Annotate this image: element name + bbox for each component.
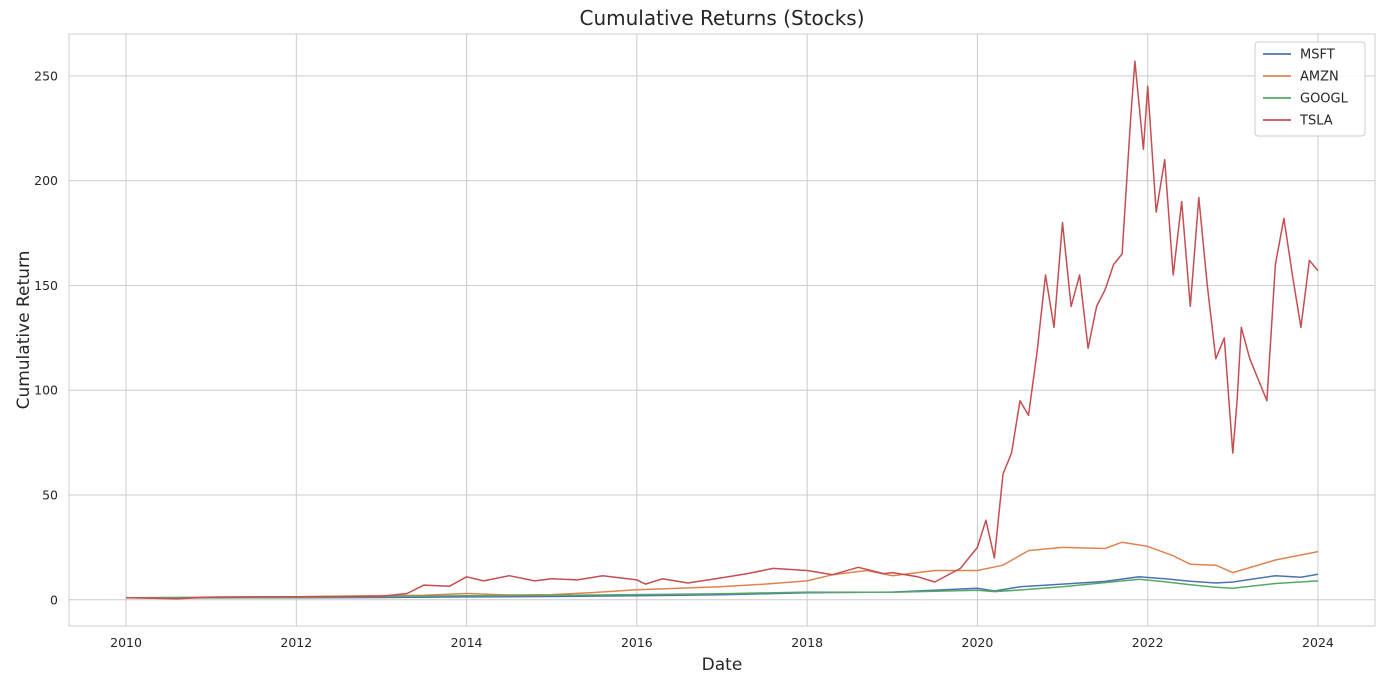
series-line-tsla (125, 60, 1319, 600)
x-tick-label: 2018 (791, 635, 823, 650)
x-tick-label: 2012 (280, 635, 312, 650)
y-tick-label: 200 (34, 173, 58, 188)
x-tick-label: 2020 (962, 635, 994, 650)
y-tick-label: 150 (34, 278, 58, 293)
series-line-amzn (125, 541, 1319, 599)
series-lines (125, 60, 1319, 600)
x-tick-label: 2016 (621, 635, 653, 650)
x-axis-label: Date (702, 655, 743, 675)
legend-label-tsla: TSLA (1299, 114, 1333, 129)
x-tick-label: 2010 (110, 635, 142, 650)
legend-box (1254, 41, 1366, 137)
legend-label-googl: GOOGL (1300, 92, 1349, 107)
plot-frame (68, 33, 1376, 627)
y-tick-label: 100 (34, 383, 58, 398)
y-tick-label: 250 (34, 68, 58, 83)
x-tick-label: 2022 (1132, 635, 1164, 650)
chart-title: Cumulative Returns (Stocks) (579, 6, 864, 30)
legend-label-msft: MSFT (1300, 48, 1335, 63)
grid (69, 34, 1375, 626)
y-axis-label: Cumulative Return (14, 251, 34, 410)
x-tick-label: 2024 (1302, 635, 1334, 650)
series-line-googl (126, 578, 1319, 599)
tick-labels: 2010 2012 2014 2016 2018 2020 2022 2024 0 50 100 15… (34, 68, 1334, 650)
x-tick-label: 2014 (451, 635, 483, 650)
legend: MSFT AMZN GOOGL TSLA (1254, 41, 1366, 137)
y-tick-label: 50 (42, 488, 58, 503)
y-tick-label: 0 (50, 592, 58, 607)
legend-label-amzn: AMZN (1300, 70, 1339, 85)
